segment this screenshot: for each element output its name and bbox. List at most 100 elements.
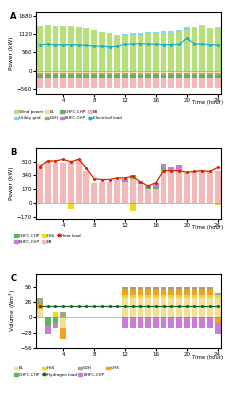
Bar xyxy=(152,187,158,189)
Bar xyxy=(52,78,58,88)
Bar xyxy=(37,26,43,71)
Bar xyxy=(68,162,74,203)
Bar xyxy=(60,78,66,88)
Bar xyxy=(160,168,166,171)
Bar xyxy=(168,317,173,328)
Bar xyxy=(122,179,127,181)
Bar xyxy=(145,71,150,73)
Bar xyxy=(122,287,127,290)
Bar xyxy=(99,32,104,71)
Bar xyxy=(91,71,97,73)
Bar xyxy=(91,30,97,71)
Bar xyxy=(175,287,181,290)
Bar xyxy=(145,34,150,71)
Bar xyxy=(106,73,112,75)
Bar xyxy=(198,71,204,73)
Bar xyxy=(198,25,204,71)
Legend: GHFC-CHP, BHFC-CHP, HSS, EB, Heat load: GHFC-CHP, BHFC-CHP, HSS, EB, Heat load xyxy=(14,234,81,244)
Bar xyxy=(160,317,166,328)
Bar xyxy=(183,27,189,30)
Legend: EL, GHFC-CHP, HSS, Hydrogen load, G2H, BHFC-CHP, GHS: EL, GHFC-CHP, HSS, Hydrogen load, G2H, B… xyxy=(14,366,119,376)
Bar xyxy=(198,317,204,328)
Bar xyxy=(160,73,166,75)
Bar xyxy=(168,78,173,88)
Bar xyxy=(129,203,135,211)
Bar xyxy=(129,75,135,78)
Bar xyxy=(99,73,104,75)
Bar xyxy=(60,317,66,328)
Bar xyxy=(168,71,173,73)
Bar xyxy=(75,75,81,78)
Bar xyxy=(175,75,181,78)
Bar xyxy=(160,75,166,78)
Bar xyxy=(122,75,127,78)
Bar xyxy=(160,290,166,296)
Bar xyxy=(168,170,173,172)
Bar xyxy=(168,287,173,290)
Bar xyxy=(145,298,150,317)
Bar xyxy=(160,296,166,298)
Bar xyxy=(183,290,189,296)
Bar xyxy=(152,75,158,78)
Bar xyxy=(99,71,104,73)
Bar xyxy=(183,30,189,71)
Bar xyxy=(37,71,43,73)
Bar xyxy=(145,290,150,296)
Bar xyxy=(145,73,150,75)
Bar xyxy=(160,71,166,73)
Bar xyxy=(175,71,181,73)
Bar xyxy=(83,75,89,78)
Bar xyxy=(68,73,74,75)
Bar xyxy=(68,78,74,88)
Bar xyxy=(45,161,50,203)
Bar xyxy=(99,182,104,203)
Bar xyxy=(68,75,74,78)
Bar xyxy=(60,312,66,317)
Bar xyxy=(60,75,66,78)
Y-axis label: Power (kW): Power (kW) xyxy=(9,36,14,70)
Bar xyxy=(152,317,158,328)
Bar xyxy=(191,298,196,317)
Bar xyxy=(75,27,81,71)
Bar xyxy=(198,75,204,78)
Bar xyxy=(214,298,220,317)
Bar xyxy=(206,73,212,75)
Bar xyxy=(52,71,58,73)
Bar xyxy=(183,73,189,75)
Bar xyxy=(206,71,212,73)
Bar xyxy=(45,71,50,73)
Bar xyxy=(168,75,173,78)
Bar xyxy=(137,71,143,73)
Bar xyxy=(75,73,81,75)
Bar xyxy=(122,34,127,36)
Legend: Wind power, Utility grid, EL, G2H, GHFC-CHP, BHFC-CHP, EB, Electrical load: Wind power, Utility grid, EL, G2H, GHFC-… xyxy=(14,110,121,120)
Bar xyxy=(91,183,97,203)
Bar xyxy=(214,75,220,78)
Bar xyxy=(214,293,220,296)
Bar xyxy=(145,75,150,78)
Text: A: A xyxy=(10,12,17,21)
Bar xyxy=(129,317,135,328)
Bar xyxy=(145,32,150,34)
Bar xyxy=(191,78,196,88)
Bar xyxy=(206,28,212,71)
Bar xyxy=(191,71,196,73)
Bar xyxy=(114,78,120,88)
Bar xyxy=(83,171,89,203)
Bar xyxy=(129,298,135,317)
Bar xyxy=(145,296,150,298)
Bar xyxy=(137,290,143,296)
Bar xyxy=(175,165,181,169)
Bar xyxy=(152,183,158,187)
Bar xyxy=(183,71,189,73)
Bar xyxy=(83,28,89,71)
Bar xyxy=(114,73,120,75)
Bar xyxy=(91,75,97,78)
Bar xyxy=(214,71,220,73)
Text: C: C xyxy=(10,274,16,282)
Bar xyxy=(206,298,212,317)
Bar xyxy=(160,31,166,33)
Bar xyxy=(214,323,220,334)
Bar xyxy=(99,75,104,78)
Text: Time (hour): Time (hour) xyxy=(191,225,222,230)
